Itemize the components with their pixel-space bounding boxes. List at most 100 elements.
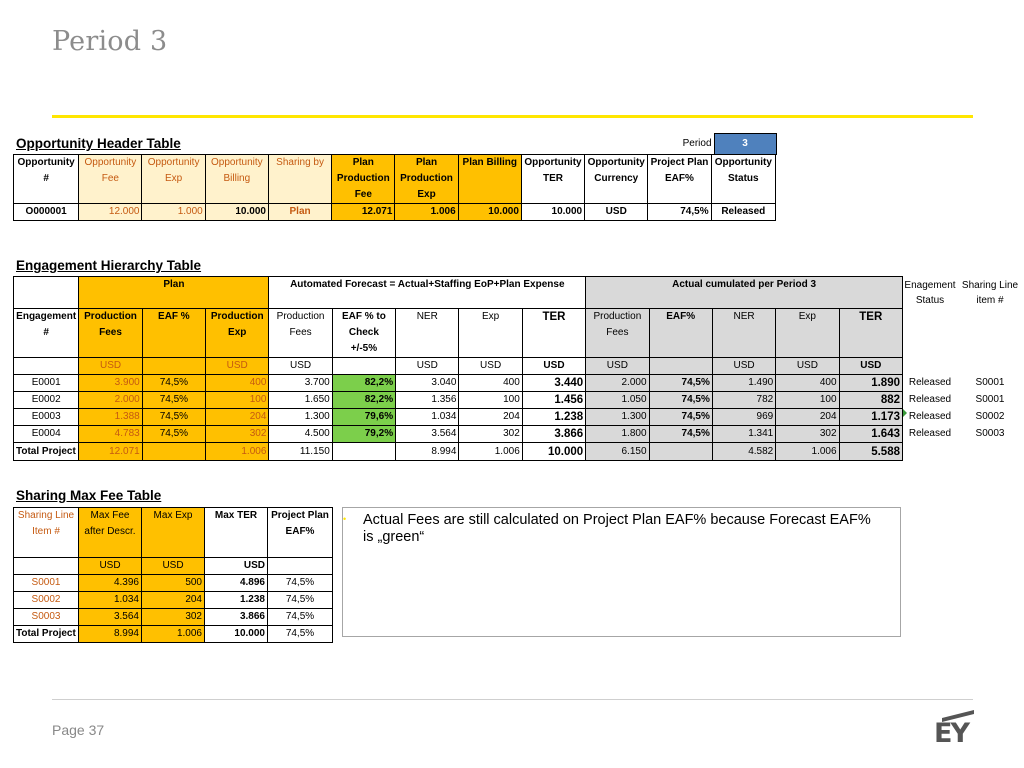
sharing-header-row: Sharing Line Item # Max Fee after Descr.… [13, 507, 333, 558]
table-cell: 302 [205, 425, 270, 443]
table-cell: 1.643 [838, 425, 904, 443]
unit-cell: USD [205, 357, 270, 375]
table-cell: 302 [141, 608, 205, 626]
cell-comment-marker-icon [903, 409, 907, 417]
table-cell: 400 [775, 374, 840, 392]
opportunity-header-table: Opportunity # Opportunity Fee Opportunit… [12, 154, 777, 221]
table-cell: 74,5% [648, 374, 713, 392]
table-cell: 1.006 [458, 442, 523, 461]
table-cell: 1.300 [585, 408, 650, 426]
group-forecast: Automated Forecast = Actual+Staffing EoP… [268, 276, 587, 309]
unit-cell: USD [78, 357, 143, 375]
engagement-units-row: USD USD USD USD USD USD USD USD USD USD [12, 357, 904, 375]
table-cell: 1.890 [838, 374, 904, 392]
table-cell: 74,5% [267, 591, 333, 609]
header-cell: Opportunity # [12, 154, 80, 204]
unit-cell: USD [521, 357, 587, 375]
header-cell: Opportunity Fee [78, 154, 143, 204]
total-row: Total Project 12.071 1.006 11.150 8.994 … [12, 442, 904, 461]
header-cell: EAF % [141, 308, 207, 358]
table-cell: 500 [141, 574, 205, 592]
table-cell: 1.800 [585, 425, 650, 443]
table-cell: 1.034 [78, 591, 142, 609]
header-cell: Production Fees [78, 308, 143, 358]
table-cell: 10.000 [457, 203, 522, 221]
opportunity-table-title: Opportunity Header Table [16, 136, 181, 151]
table-cell: 1.490 [711, 374, 777, 392]
unit-cell: USD [78, 557, 142, 575]
table-cell: S0002 [13, 591, 79, 609]
engagement-status-header: Enagement Status [904, 280, 956, 306]
table-cell: 11.150 [268, 442, 333, 461]
table-cell: 3.866 [521, 425, 587, 443]
table-cell: 3.900 [78, 374, 143, 392]
header-cell: Opportunity Exp [141, 154, 206, 204]
engagement-status: Released [908, 377, 952, 388]
table-cell: 82,2% [331, 374, 397, 392]
unit-cell [141, 357, 207, 375]
table-cell: 3.564 [395, 425, 460, 443]
table-cell: 74,5% [648, 408, 713, 426]
header-cell: Engagement # [12, 308, 80, 358]
table-cell: 74,5% [267, 608, 333, 626]
unit-cell: USD [585, 357, 650, 375]
header-cell: Project Plan EAF% [647, 154, 712, 204]
table-cell: 882 [838, 391, 904, 409]
header-cell: EAF % to Check +/-5% [331, 308, 397, 358]
note-text: Actual Fees are still calculated on Proj… [363, 512, 871, 545]
header-cell: EAF% [648, 308, 713, 358]
period-label: Period [682, 138, 712, 149]
table-row: S0003 3.564 302 3.866 74,5% [13, 608, 333, 626]
table-cell: 74,5% [647, 203, 712, 221]
sharing-table-title: Sharing Max Fee Table [16, 488, 162, 503]
table-cell: Total Project [12, 442, 80, 461]
table-cell: 1.173 [838, 408, 904, 426]
header-cell: Project Plan EAF% [267, 507, 333, 558]
table-cell: E0004 [12, 425, 80, 443]
table-cell: 204 [458, 408, 523, 426]
table-cell: E0003 [12, 408, 80, 426]
header-cell: Exp [458, 308, 523, 358]
table-cell: O000001 [12, 203, 80, 221]
unit-cell: USD [458, 357, 523, 375]
empty-cell [12, 276, 80, 309]
sharing-line-header: Sharing Line item # [961, 280, 1019, 306]
bullet-icon: • [343, 514, 347, 524]
table-cell: 204 [205, 408, 270, 426]
sharing-units-row: USD USD USD [13, 557, 333, 575]
table-cell: 3.040 [395, 374, 460, 392]
sharing-line-item: S0001 [975, 377, 1005, 388]
table-cell: 74,5% [648, 391, 713, 409]
table-cell: 74,5% [267, 574, 333, 592]
title-divider [52, 115, 973, 118]
table-cell: 3.866 [204, 608, 268, 626]
header-cell: Max TER [204, 507, 268, 558]
table-cell: 4.896 [204, 574, 268, 592]
header-cell: TER [521, 308, 587, 358]
table-cell: 1.006 [205, 442, 270, 461]
table-cell: 3.700 [268, 374, 333, 392]
header-cell: Opportunity Status [710, 154, 777, 204]
table-cell: 74,5% [141, 374, 207, 392]
table-cell: 100 [775, 391, 840, 409]
header-cell: Production Fees [585, 308, 650, 358]
table-cell: 204 [141, 591, 205, 609]
table-cell: E0001 [12, 374, 80, 392]
table-cell: 4.396 [78, 574, 142, 592]
table-cell: USD [584, 203, 649, 221]
unit-cell [331, 357, 397, 375]
header-cell: Sharing Line Item # [13, 507, 79, 558]
table-cell: 8.994 [395, 442, 460, 461]
header-cell: Opportunity Billing [204, 154, 269, 204]
table-cell: 12.071 [78, 442, 143, 461]
header-cell: NER [395, 308, 460, 358]
unit-cell: USD [395, 357, 460, 375]
table-cell: 6.150 [585, 442, 650, 461]
table-cell: 82,2% [331, 391, 397, 409]
footer-divider [52, 699, 973, 700]
table-cell: S0003 [13, 608, 79, 626]
table-cell: 2.000 [585, 374, 650, 392]
period-value[interactable]: 3 [713, 133, 777, 155]
header-cell: Plan Billing [457, 154, 522, 204]
table-cell: 782 [711, 391, 777, 409]
